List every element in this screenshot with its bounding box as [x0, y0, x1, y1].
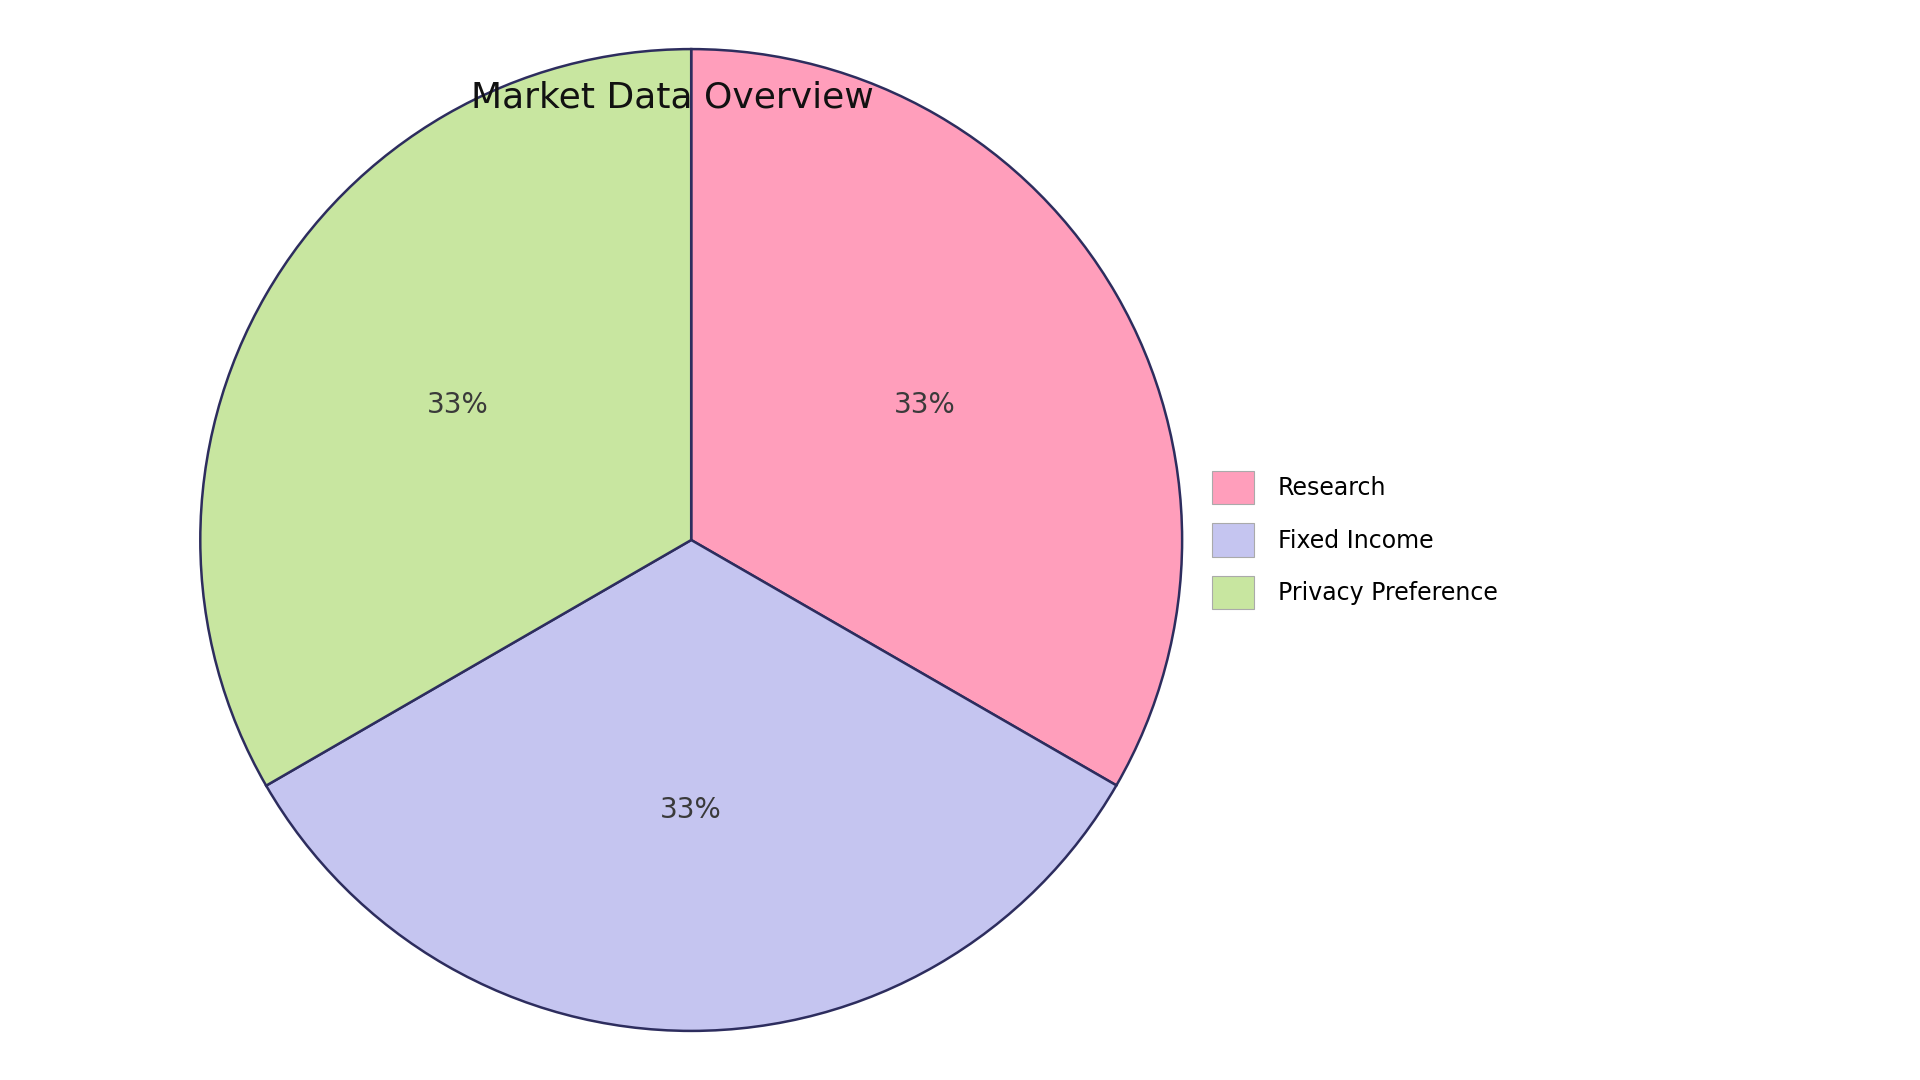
Legend: Research, Fixed Income, Privacy Preference: Research, Fixed Income, Privacy Preferen…	[1202, 461, 1507, 619]
Text: 33%: 33%	[660, 796, 722, 824]
Wedge shape	[267, 540, 1116, 1031]
Text: 33%: 33%	[895, 391, 956, 419]
Wedge shape	[200, 49, 691, 785]
Text: 33%: 33%	[426, 391, 488, 419]
Text: Market Data Overview: Market Data Overview	[470, 80, 874, 114]
Wedge shape	[691, 49, 1183, 785]
